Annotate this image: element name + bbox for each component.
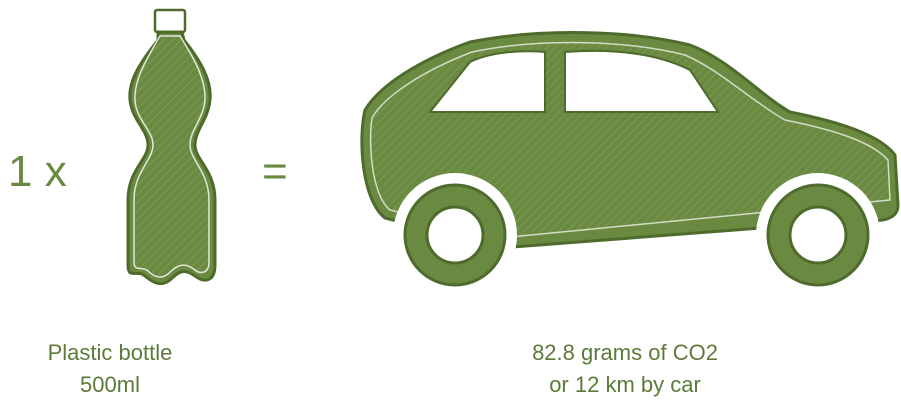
page: 1 x = Plastic bottle 500ml 82.8 grams of… (0, 0, 901, 407)
bottle-label: 500ml (80, 372, 140, 397)
car-label: 82.8 grams of CO2 (532, 340, 718, 365)
car-label: or 12 km by car (549, 372, 701, 397)
car-icon (362, 33, 898, 297)
equals-sign: = (262, 147, 288, 196)
multiplier: 1 x (8, 147, 67, 196)
infographic: 1 x = Plastic bottle 500ml 82.8 grams of… (0, 0, 901, 407)
bottle-label: Plastic bottle (48, 340, 173, 365)
bottle-icon (128, 10, 215, 284)
